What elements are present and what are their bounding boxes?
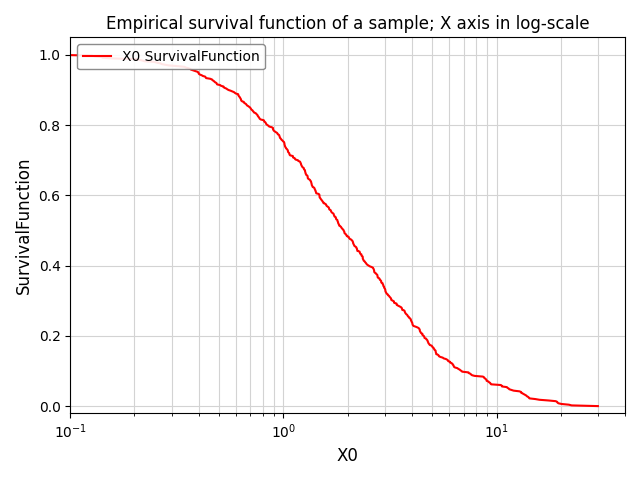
X0 SurvivalFunction xyxy=(428,343,435,348)
X0 SurvivalFunction xyxy=(594,403,602,409)
X0 SurvivalFunction xyxy=(380,282,387,288)
X0 SurvivalFunction xyxy=(280,139,288,145)
X-axis label: X0: X0 xyxy=(337,447,358,465)
Line: X0 SurvivalFunction: X0 SurvivalFunction xyxy=(61,55,598,406)
X0 SurvivalFunction xyxy=(307,180,315,186)
X0 SurvivalFunction xyxy=(289,154,297,160)
Title: Empirical survival function of a sample; X axis in log-scale: Empirical survival function of a sample;… xyxy=(106,15,589,33)
X0 SurvivalFunction xyxy=(57,52,65,58)
Y-axis label: SurvivalFunction: SurvivalFunction xyxy=(15,156,33,294)
Legend: X0 SurvivalFunction: X0 SurvivalFunction xyxy=(77,44,265,70)
X0 SurvivalFunction xyxy=(378,278,385,284)
